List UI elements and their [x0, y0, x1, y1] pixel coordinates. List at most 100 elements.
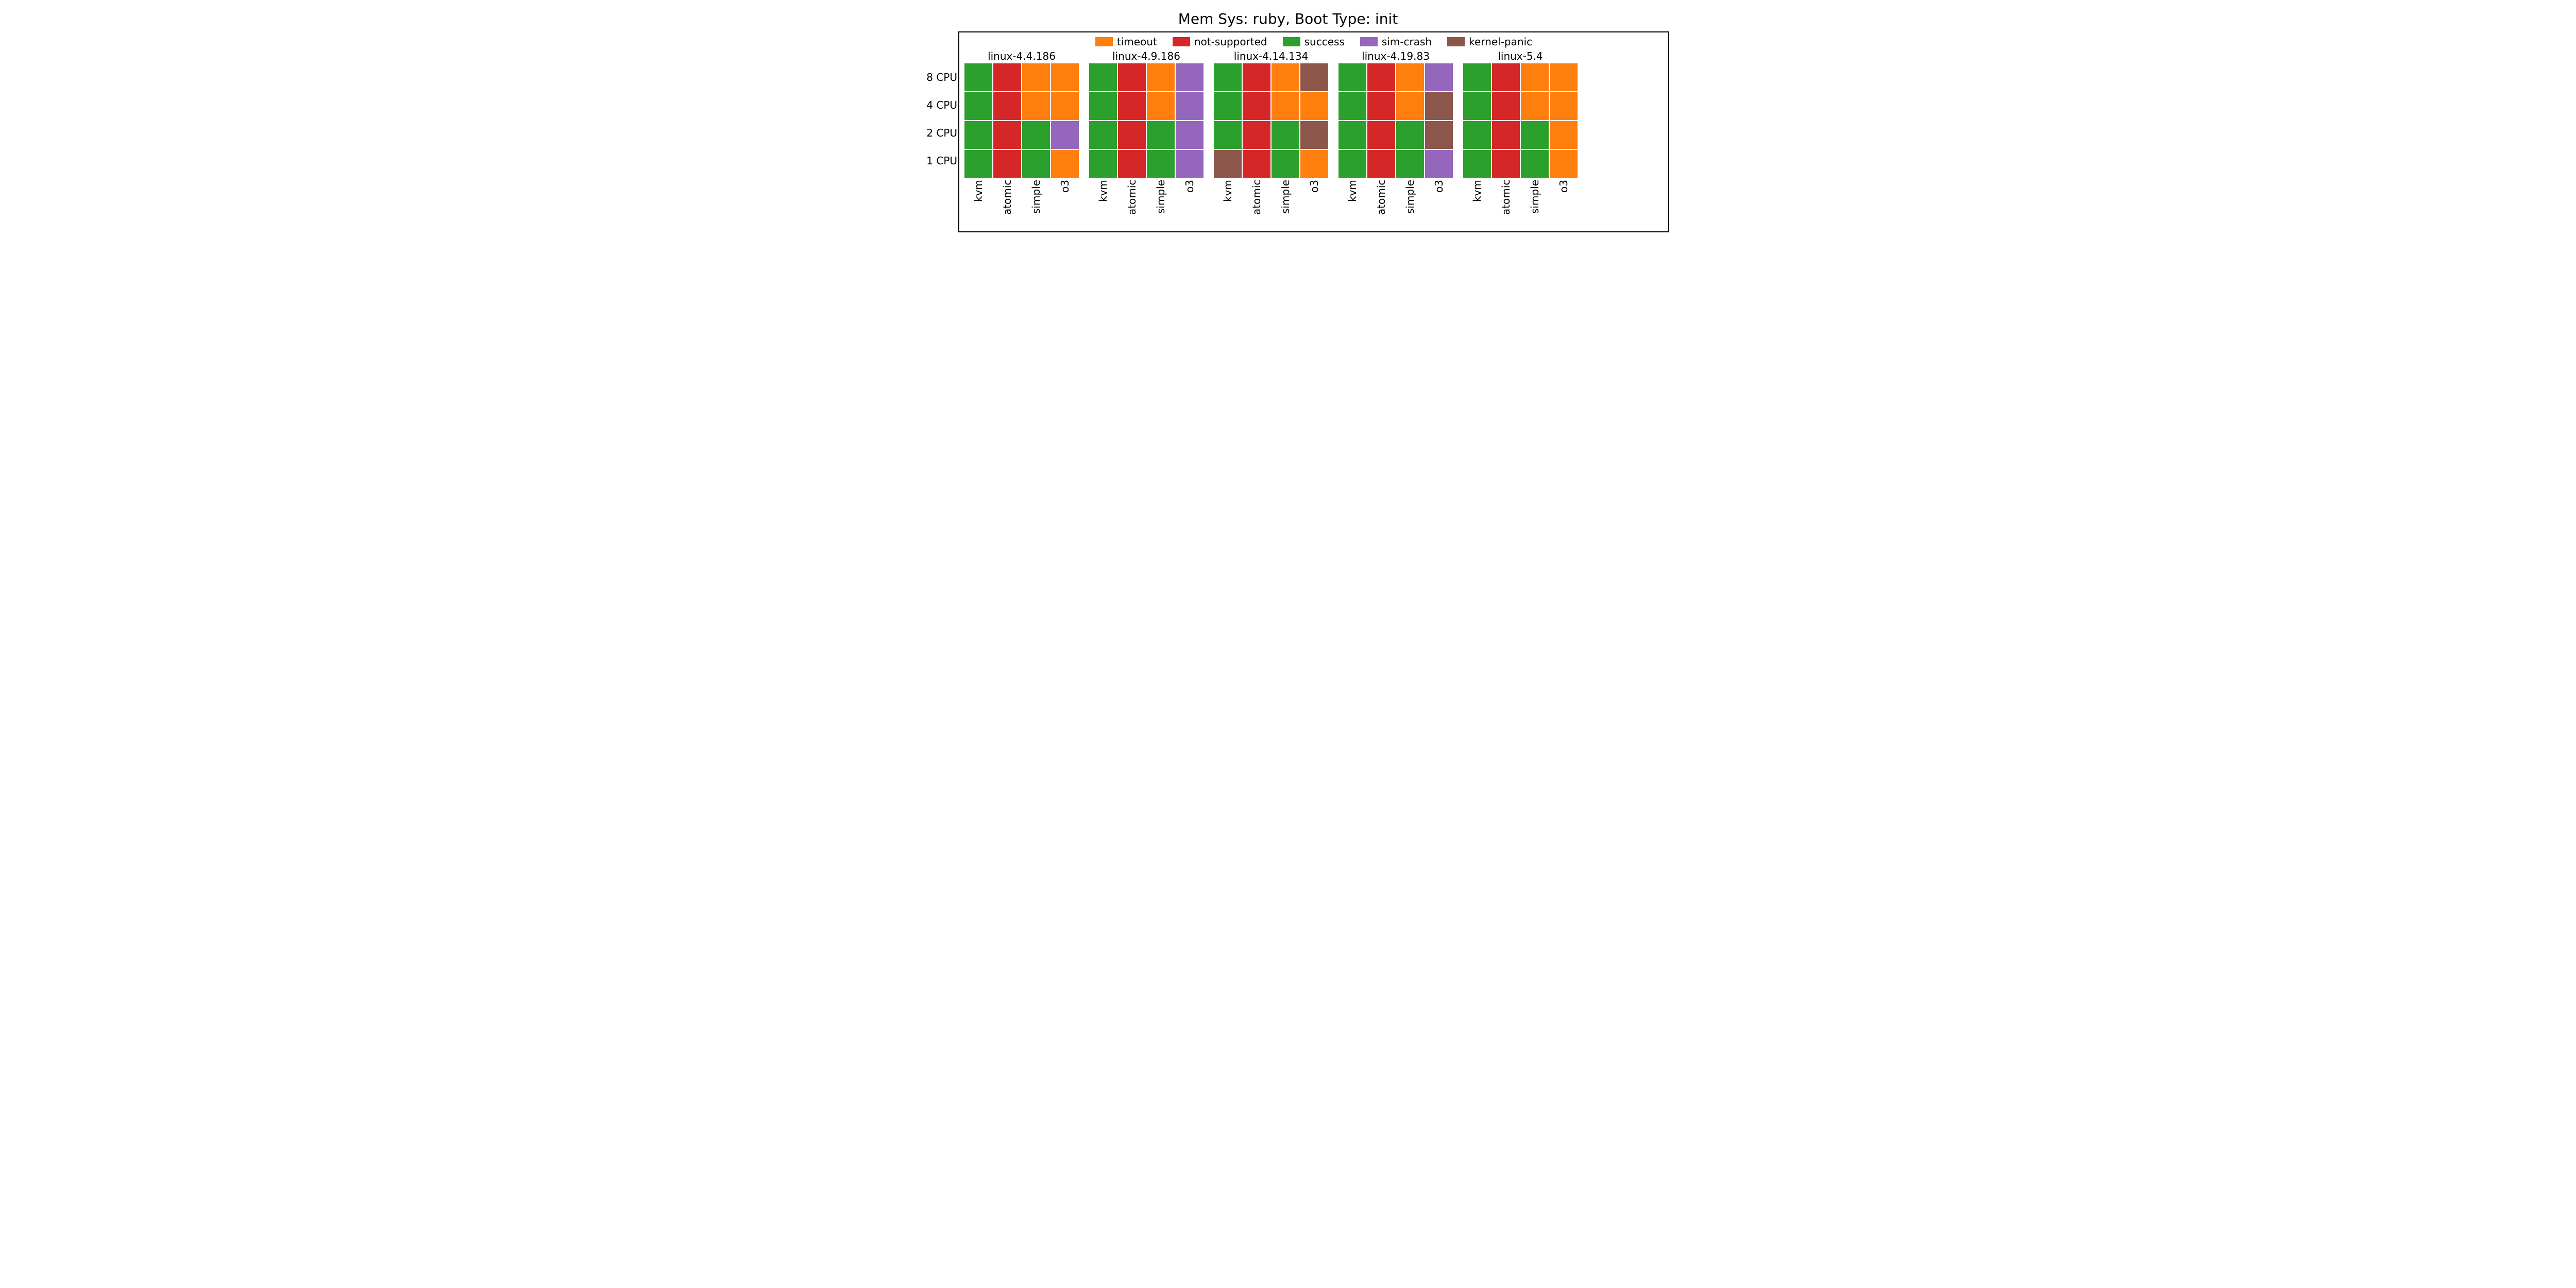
cell-success	[1338, 63, 1366, 91]
cell-success	[1089, 121, 1117, 149]
cell-not-supported	[1492, 63, 1520, 91]
cell-not-supported	[1243, 92, 1270, 120]
legend-label: kernel-panic	[1469, 36, 1532, 48]
panel: linux-4.4.186kvmatomicsimpleo3	[964, 50, 1079, 226]
cell-timeout	[1051, 150, 1079, 178]
cell-timeout	[1521, 63, 1549, 91]
cell-success	[1022, 150, 1050, 178]
panels-inner: linux-4.4.186kvmatomicsimpleo3linux-4.9.…	[964, 50, 1578, 226]
panels-row: 8 CPU4 CPU2 CPU1 CPU linux-4.4.186kvmato…	[964, 50, 1663, 226]
legend-swatch	[1283, 37, 1300, 46]
x-tick-label: o3	[1557, 180, 1570, 226]
cell-success	[1272, 150, 1299, 178]
x-tick-label: kvm	[972, 180, 985, 226]
panel: linux-4.19.83kvmatomicsimpleo3	[1338, 50, 1453, 226]
cell-sim-crash	[1425, 150, 1453, 178]
cell-kernel-panic	[1214, 150, 1242, 178]
legend-item-sim-crash: sim-crash	[1360, 36, 1432, 48]
cell-timeout	[1272, 63, 1299, 91]
cell-timeout	[1550, 150, 1578, 178]
cell-kernel-panic	[1300, 121, 1328, 149]
cell-timeout	[1300, 92, 1328, 120]
legend-item-timeout: timeout	[1095, 36, 1157, 48]
panel-title: linux-5.4	[1498, 50, 1543, 62]
x-axis: kvmatomicsimpleo3	[1089, 180, 1204, 226]
cell-not-supported	[993, 92, 1021, 120]
cell-not-supported	[1367, 63, 1395, 91]
cell-not-supported	[1492, 92, 1520, 120]
legend-swatch	[1095, 37, 1113, 46]
cell-sim-crash	[1176, 121, 1204, 149]
cell-not-supported	[1118, 92, 1146, 120]
cell-success	[1396, 150, 1424, 178]
cell-timeout	[1550, 63, 1578, 91]
cell-timeout	[1051, 63, 1079, 91]
heatmap-grid	[1338, 63, 1453, 178]
cell-success	[964, 121, 992, 149]
cell-not-supported	[993, 121, 1021, 149]
panel: linux-4.9.186 kvmatomicsimpleo3	[1089, 50, 1204, 226]
cell-sim-crash	[1176, 63, 1204, 91]
cell-not-supported	[1367, 150, 1395, 178]
cell-not-supported	[1243, 63, 1270, 91]
legend-label: not-supported	[1194, 36, 1267, 48]
x-tick-label: o3	[1433, 180, 1445, 226]
cell-timeout	[1022, 92, 1050, 120]
cell-success	[1463, 63, 1491, 91]
cell-not-supported	[1367, 92, 1395, 120]
cell-success	[1463, 150, 1491, 178]
chart-container: Mem Sys: ruby, Boot Type: init timeout no…	[907, 10, 1669, 232]
legend-item-kernel-panic: kernel-panic	[1447, 36, 1532, 48]
cell-timeout	[1550, 92, 1578, 120]
x-tick-label: o3	[1308, 180, 1320, 226]
legend-item-not-supported: not-supported	[1173, 36, 1267, 48]
x-axis: kvmatomicsimpleo3	[1338, 180, 1453, 226]
heatmap-grid	[964, 63, 1079, 178]
cell-timeout	[1300, 150, 1328, 178]
cell-timeout	[1396, 92, 1424, 120]
x-axis: kvmatomicsimpleo3	[1463, 180, 1578, 226]
x-tick-label: atomic	[1500, 180, 1512, 226]
panel: linux-5.4 kvmatomicsimpleo3	[1463, 50, 1578, 226]
cell-timeout	[1147, 92, 1175, 120]
cell-not-supported	[1118, 63, 1146, 91]
x-axis: kvmatomicsimpleo3	[964, 180, 1079, 226]
cell-success	[964, 92, 992, 120]
panel: linux-4.14.134 kvmatomicsimpleo3	[1214, 50, 1328, 226]
cell-timeout	[1521, 92, 1549, 120]
x-tick-label: simple	[1030, 180, 1042, 226]
heatmap-grid	[1089, 63, 1204, 178]
legend-swatch	[1360, 37, 1378, 46]
x-tick-label: kvm	[1346, 180, 1359, 226]
panel-title: linux-4.14.134	[1234, 50, 1309, 62]
cell-not-supported	[1118, 121, 1146, 149]
cell-timeout	[1147, 63, 1175, 91]
panel-title: linux-4.9.186	[1112, 50, 1180, 62]
y-tick-label: 1 CPU	[917, 147, 957, 175]
cell-success	[1147, 121, 1175, 149]
cell-kernel-panic	[1425, 121, 1453, 149]
y-axis: 8 CPU4 CPU2 CPU1 CPU	[917, 63, 962, 175]
chart-title: Mem Sys: ruby, Boot Type: init	[907, 10, 1669, 27]
cell-not-supported	[993, 150, 1021, 178]
cell-success	[1338, 121, 1366, 149]
heatmap-grid	[1463, 63, 1578, 178]
heatmap-grid	[1214, 63, 1328, 178]
legend-item-success: success	[1283, 36, 1345, 48]
legend-label: success	[1304, 36, 1345, 48]
y-tick-label: 8 CPU	[917, 63, 957, 91]
cell-success	[1089, 92, 1117, 120]
cell-not-supported	[1243, 150, 1270, 178]
cell-not-supported	[1243, 121, 1270, 149]
cell-sim-crash	[1176, 92, 1204, 120]
cell-success	[1396, 121, 1424, 149]
cell-not-supported	[1492, 150, 1520, 178]
cell-success	[1147, 150, 1175, 178]
x-tick-label: simple	[1404, 180, 1416, 226]
cell-not-supported	[1367, 121, 1395, 149]
x-axis: kvmatomicsimpleo3	[1214, 180, 1328, 226]
cell-sim-crash	[1176, 150, 1204, 178]
legend-swatch	[1173, 37, 1190, 46]
cell-sim-crash	[1425, 63, 1453, 91]
plot-frame: timeout not-supported success sim-crash kern…	[958, 31, 1669, 232]
